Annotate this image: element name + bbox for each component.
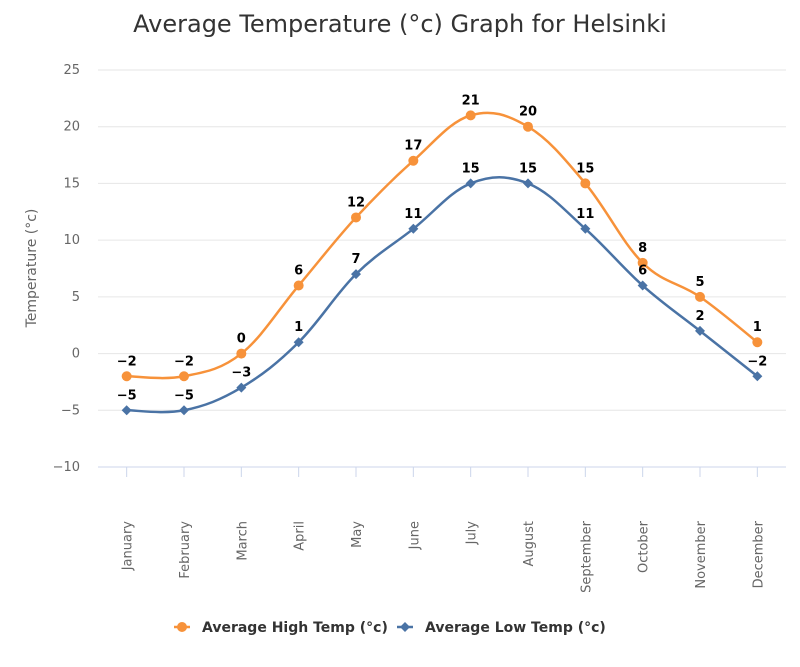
series-line: [126, 176, 759, 414]
x-tick-label: May: [350, 521, 365, 548]
y-axis-ticks: 25 20 15 10 5 0 −5 −10: [53, 63, 80, 475]
x-tick-label: February: [178, 521, 193, 579]
data-label: −3: [231, 366, 251, 381]
series-layer: [121, 110, 763, 416]
data-point[interactable]: [465, 178, 476, 189]
data-point[interactable]: [752, 337, 763, 348]
data-point[interactable]: [351, 269, 361, 280]
data-label: −2: [174, 354, 194, 369]
data-label: 21: [462, 93, 480, 108]
y-tick-label: 20: [63, 120, 80, 135]
data-label: 8: [638, 241, 647, 256]
y-axis-label: Temperature (°c): [24, 209, 40, 329]
data-point[interactable]: [121, 371, 132, 382]
data-point[interactable]: [465, 110, 476, 121]
data-label: 11: [576, 207, 594, 222]
data-label: 15: [576, 161, 594, 176]
data-point[interactable]: [523, 178, 533, 189]
data-label: 15: [519, 161, 537, 176]
x-tick-label: September: [579, 520, 594, 593]
data-label: 15: [462, 161, 480, 176]
series-low: [121, 176, 763, 416]
data-label: 1: [753, 320, 762, 335]
data-label: 0: [237, 332, 246, 347]
x-tick-label: July: [465, 521, 480, 546]
y-tick-label: −5: [61, 403, 80, 418]
data-point[interactable]: [523, 121, 533, 132]
x-tick-label: August: [522, 521, 537, 567]
x-tick-label: March: [235, 521, 250, 561]
data-point[interactable]: [580, 178, 591, 189]
x-tick-label: November: [694, 520, 709, 588]
x-tick-label: April: [293, 521, 308, 551]
grid-lines: [98, 69, 786, 468]
y-tick-label: 5: [72, 290, 80, 305]
legend-item[interactable]: Average Low Temp (°c): [397, 620, 606, 636]
x-axis-ticks: January February March April May June July Augu…: [121, 467, 766, 593]
y-tick-label: 10: [63, 233, 80, 248]
data-label: −2: [117, 354, 137, 369]
y-tick-label: 25: [63, 63, 80, 78]
data-point[interactable]: [695, 325, 705, 336]
data-label: 2: [695, 309, 704, 324]
x-tick-label: January: [121, 521, 136, 572]
data-point[interactable]: [293, 337, 304, 348]
data-point[interactable]: [752, 371, 763, 382]
data-point[interactable]: [293, 280, 304, 291]
legend-marker: [177, 622, 187, 632]
data-point[interactable]: [236, 348, 247, 359]
data-label: 6: [638, 264, 647, 279]
data-point[interactable]: [695, 291, 705, 302]
x-tick-label: October: [637, 520, 652, 573]
data-point[interactable]: [236, 382, 247, 393]
data-point[interactable]: [121, 405, 132, 416]
data-label: 6: [294, 264, 303, 279]
data-label: 5: [695, 275, 704, 290]
data-point[interactable]: [179, 371, 189, 382]
y-tick-label: 0: [72, 347, 80, 362]
x-tick-label: December: [751, 520, 766, 588]
y-tick-label: −10: [53, 460, 80, 475]
x-tick-label: June: [407, 521, 422, 550]
data-point[interactable]: [179, 405, 189, 416]
data-point[interactable]: [637, 280, 648, 291]
data-label: −5: [117, 388, 137, 403]
data-point[interactable]: [351, 212, 361, 223]
legend: Average High Temp (°c) Average Low Temp (…: [174, 620, 606, 636]
legend-item[interactable]: Average High Temp (°c): [174, 620, 388, 636]
data-label: 1: [294, 320, 303, 335]
legend-label: Average High Temp (°c): [202, 620, 388, 636]
data-point[interactable]: [408, 223, 419, 234]
y-tick-label: 15: [63, 176, 80, 191]
series-high: [121, 110, 763, 382]
data-label: 7: [351, 252, 360, 267]
data-point[interactable]: [408, 155, 419, 166]
data-label: 11: [404, 207, 422, 222]
data-point[interactable]: [637, 257, 648, 268]
data-label: 12: [347, 195, 365, 210]
data-label: −2: [747, 354, 767, 369]
legend-marker: [400, 622, 410, 632]
legend-label: Average Low Temp (°c): [425, 620, 606, 636]
data-label: 20: [519, 105, 537, 120]
chart-title: Average Temperature (°c) Graph for Helsi…: [133, 10, 667, 38]
data-point[interactable]: [580, 223, 591, 234]
series-line: [126, 111, 759, 380]
data-label: 17: [404, 139, 422, 154]
data-label: −5: [174, 388, 194, 403]
